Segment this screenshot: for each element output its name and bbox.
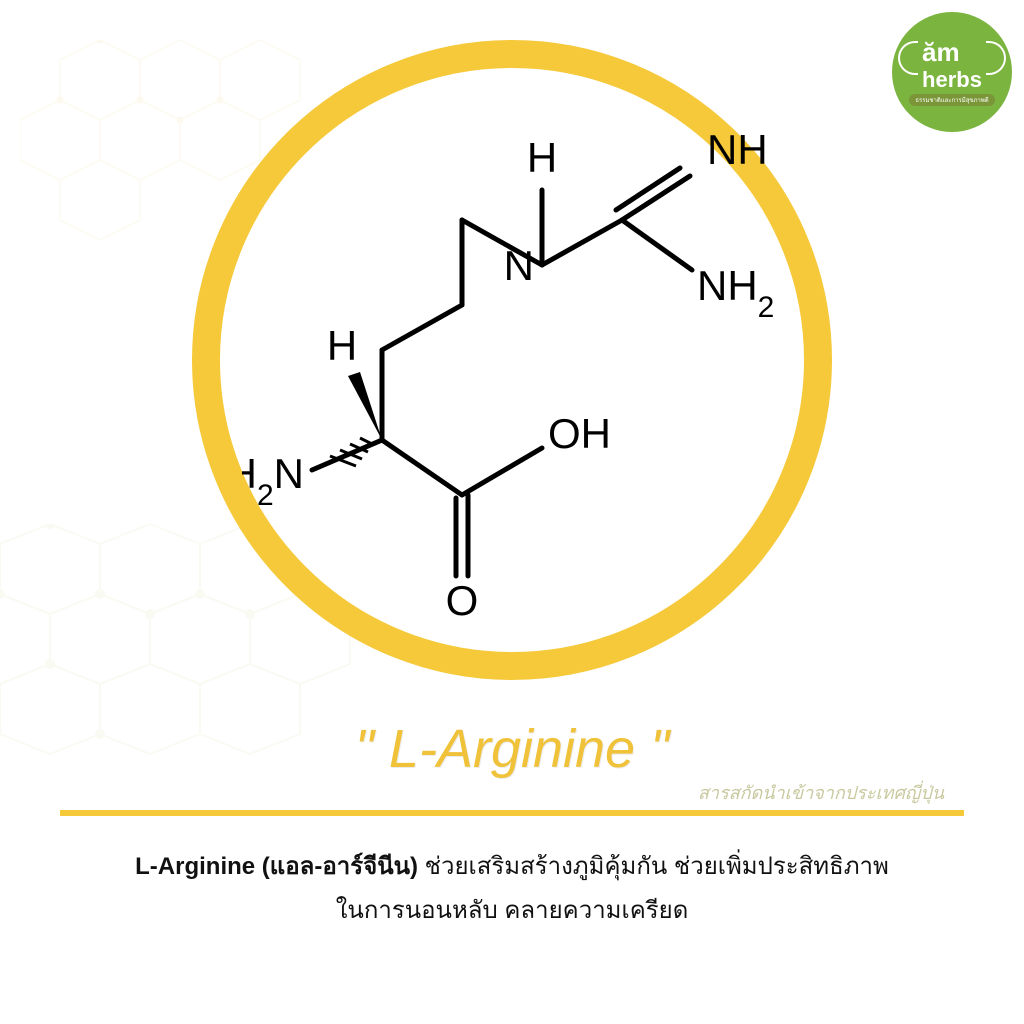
logo-line2: herbs: [922, 67, 982, 92]
molecule-structure: H NH N NH2 H H2N OH O: [242, 100, 782, 620]
import-subtitle: สารสกัดนำเข้าจากประเทศญี่ปุ่น: [698, 778, 944, 807]
label-H2N: H2N: [242, 450, 304, 512]
label-O: O: [446, 577, 479, 620]
label-N: N: [504, 242, 534, 289]
logo-line1: ăm: [922, 37, 960, 67]
logo-text: ăm herbs: [922, 39, 982, 91]
logo-subtitle: ธรรมชาติและการมีสุขภาพดี: [909, 94, 994, 106]
desc-bold: L-Arginine (แอล-อาร์จีนีน): [135, 853, 418, 880]
label-H-left: H: [327, 322, 357, 369]
label-OH: OH: [548, 410, 611, 457]
desc-line2: ในการนอนหลับ คลายความเครียด: [336, 897, 689, 924]
compound-title: " L-Arginine ": [355, 718, 669, 780]
label-H-top: H: [527, 134, 557, 181]
divider: [60, 810, 964, 816]
label-NH: NH: [707, 126, 768, 173]
label-NH2: NH2: [697, 262, 774, 324]
molecule-circle: H NH N NH2 H H2N OH O: [192, 40, 832, 680]
brand-logo: ăm herbs ธรรมชาติและการมีสุขภาพดี: [892, 12, 1012, 132]
desc-line1: ช่วยเสริมสร้างภูมิคุ้มกัน ช่วยเพิ่มประสิ…: [418, 853, 889, 880]
description-text: L-Arginine (แอล-อาร์จีนีน) ช่วยเสริมสร้า…: [50, 845, 974, 934]
